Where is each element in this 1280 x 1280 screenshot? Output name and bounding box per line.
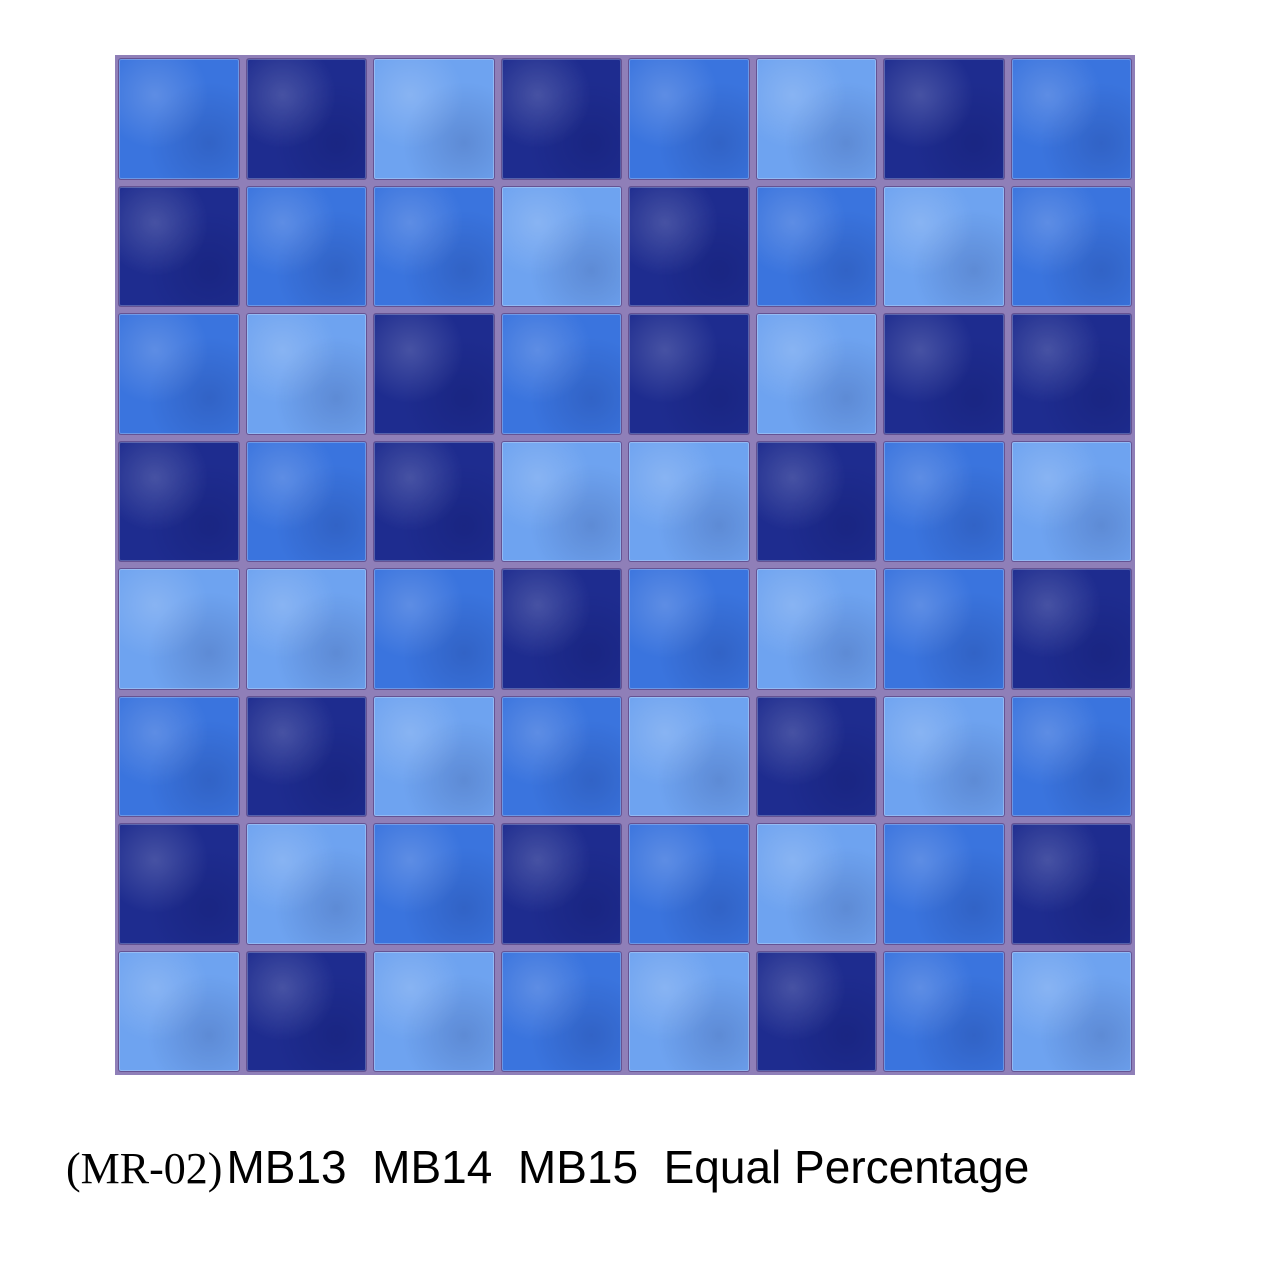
mosaic-tile <box>246 186 366 306</box>
mosaic-tile <box>1011 696 1131 816</box>
mosaic-tile <box>119 569 239 689</box>
mosaic-tile <box>884 951 1004 1071</box>
mosaic-tile <box>756 569 876 689</box>
mosaic-tile <box>374 441 494 561</box>
mosaic-tile <box>884 314 1004 434</box>
mosaic-tile <box>1011 951 1131 1071</box>
mosaic-tile <box>246 824 366 944</box>
mosaic-tile <box>501 824 621 944</box>
product-description: MB13 MB14 MB15 Equal Percentage <box>226 1141 1030 1193</box>
mosaic-tile <box>119 951 239 1071</box>
mosaic-tile <box>501 441 621 561</box>
mosaic-tile <box>246 441 366 561</box>
mosaic-tile <box>756 59 876 179</box>
mosaic-tile <box>119 696 239 816</box>
mosaic-tile <box>1011 314 1131 434</box>
mosaic-tile <box>1011 824 1131 944</box>
mosaic-tile <box>629 696 749 816</box>
mosaic-tile <box>374 824 494 944</box>
mosaic-tile <box>1011 569 1131 689</box>
mosaic-tile <box>374 696 494 816</box>
mosaic-tile <box>1011 441 1131 561</box>
mosaic-tile <box>246 569 366 689</box>
mosaic-tile-sheet <box>115 55 1135 1075</box>
mosaic-tile <box>374 59 494 179</box>
mosaic-tile <box>756 441 876 561</box>
mosaic-tile <box>119 314 239 434</box>
mosaic-tile <box>756 824 876 944</box>
mosaic-tile <box>246 59 366 179</box>
mosaic-tile <box>246 696 366 816</box>
mosaic-tile <box>119 824 239 944</box>
mosaic-tile <box>374 569 494 689</box>
mosaic-tile <box>629 569 749 689</box>
mosaic-tile <box>119 59 239 179</box>
mosaic-tile <box>246 314 366 434</box>
mosaic-tile <box>501 314 621 434</box>
mosaic-tile <box>246 951 366 1071</box>
mosaic-tile <box>119 186 239 306</box>
product-code: (MR-02) <box>66 1144 223 1193</box>
mosaic-tile <box>1011 186 1131 306</box>
mosaic-tile <box>501 569 621 689</box>
mosaic-tile <box>629 824 749 944</box>
mosaic-tile <box>884 441 1004 561</box>
mosaic-tile <box>374 951 494 1071</box>
mosaic-tile <box>756 186 876 306</box>
mosaic-tile <box>756 951 876 1071</box>
mosaic-tile <box>884 59 1004 179</box>
mosaic-tile <box>501 59 621 179</box>
mosaic-tile <box>501 186 621 306</box>
mosaic-tile <box>756 696 876 816</box>
mosaic-tile <box>501 696 621 816</box>
mosaic-tile <box>884 569 1004 689</box>
mosaic-tile <box>629 314 749 434</box>
mosaic-tile <box>756 314 876 434</box>
mosaic-tile <box>884 824 1004 944</box>
mosaic-tile <box>501 951 621 1071</box>
product-caption: (MR-02) MB13 MB14 MB15 Equal Percentage <box>66 1140 1029 1194</box>
mosaic-tile <box>629 59 749 179</box>
mosaic-tile <box>374 186 494 306</box>
mosaic-tile <box>629 441 749 561</box>
mosaic-tile <box>884 696 1004 816</box>
mosaic-tile <box>119 441 239 561</box>
mosaic-tile <box>629 186 749 306</box>
mosaic-tile <box>629 951 749 1071</box>
mosaic-tile <box>884 186 1004 306</box>
mosaic-tile <box>374 314 494 434</box>
mosaic-tile <box>1011 59 1131 179</box>
